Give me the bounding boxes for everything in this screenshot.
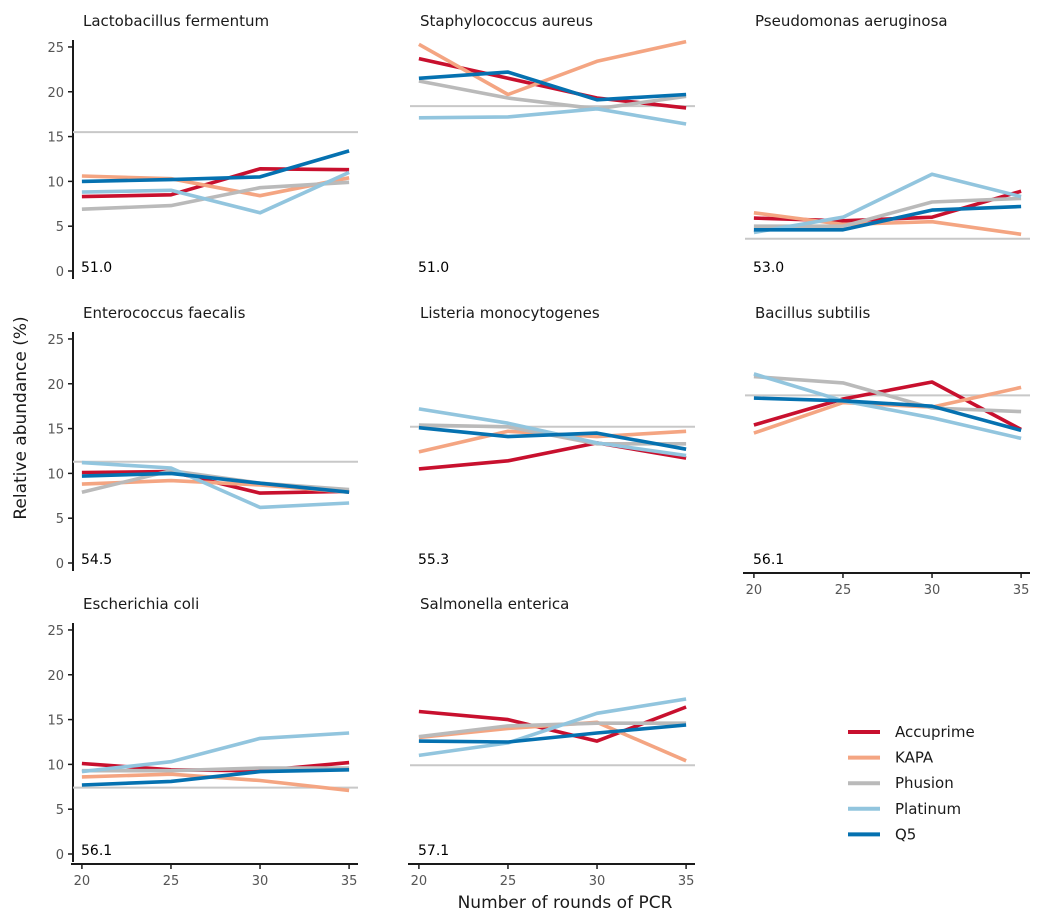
panel-7-series-q5	[81, 768, 350, 787]
panel-7-y-tick-label: 0	[56, 848, 64, 863]
panel-7-escherichia-coli: Escherichia coli 0 5 10 15 20 25 20 25 30 35 56.1	[47, 595, 358, 889]
panel-7-x-tick-label: 25	[163, 874, 180, 889]
panel-8-x-tick-label: 20	[411, 874, 428, 889]
panel-4-title: Enterococcus faecalis	[83, 304, 246, 322]
panel-4-series-q5	[81, 471, 350, 494]
panel-4-y-tick-label: 15	[47, 423, 64, 438]
panel-2-series-q5	[418, 70, 687, 102]
panel-6-series-phusion	[753, 374, 1022, 414]
legend-label-q5: Q5	[895, 825, 916, 843]
panel-2-series-platinum	[418, 107, 687, 126]
panel-8-x-tick-label: 30	[589, 874, 606, 889]
panel-7-series-phusion	[81, 766, 350, 773]
panel-1-lactobacillus-fermentum: Lactobacillus fermentum 0 5 10 15 20 25 51.0	[47, 12, 358, 280]
panel-1-title: Lactobacillus fermentum	[83, 12, 269, 30]
panel-1-gc-label: 51.0	[81, 260, 112, 276]
panel-3-pseudomonas-aeruginosa: Pseudomonas aeruginosa 53.0	[745, 12, 1030, 276]
panel-5-gc-label: 55.3	[418, 552, 449, 568]
panel-7-y-tick-label: 20	[47, 669, 64, 684]
panel-3-series-q5	[753, 204, 1022, 232]
panel-5-listeria-monocytogenes: Listeria monocytogenes 55.3	[410, 304, 695, 568]
panel-1-y-tick-label: 0	[56, 265, 64, 280]
legend-label-platinum: Platinum	[895, 800, 961, 818]
panel-3-series-platinum	[753, 172, 1022, 235]
panel-4-y-tick-label: 25	[47, 333, 64, 348]
panel-2-title: Staphylococcus aureus	[420, 12, 593, 30]
panel-1-series-q5	[81, 149, 350, 184]
panel-4-y-tick-label: 0	[56, 557, 64, 572]
panel-8-x-tick-label: 25	[500, 874, 517, 889]
panel-3-title: Pseudomonas aeruginosa	[755, 12, 948, 30]
panel-2-gc-label: 51.0	[418, 260, 449, 276]
panel-1-y-tick-label: 5	[56, 220, 64, 235]
panel-4-y-tick-label: 20	[47, 378, 64, 393]
panel-6-series-accuprime	[753, 380, 1022, 432]
chart-panels: Lactobacillus fermentum051015202551.0Sta…	[47, 12, 1030, 889]
panel-7-x-tick-label: 20	[74, 874, 91, 889]
panel-1-y-tick-label: 20	[47, 86, 64, 101]
panel-8-gc-label: 57.1	[418, 843, 449, 859]
y-axis-label: Relative abundance (%)	[11, 316, 31, 519]
panel-6-x-tick-label: 20	[746, 583, 763, 598]
panel-6-series-platinum	[753, 372, 1022, 441]
panel-6-series-q5	[753, 396, 1022, 433]
panel-8-title: Salmonella enterica	[420, 595, 569, 613]
panel-7-y-tick-label: 10	[47, 758, 64, 773]
panel-5-title: Listeria monocytogenes	[420, 304, 600, 322]
panel-2-series-phusion	[418, 79, 687, 111]
panel-7-x-tick-label: 35	[341, 874, 358, 889]
panel-4-series-platinum	[81, 460, 350, 510]
panel-5-series-accuprime	[418, 441, 687, 471]
panel-6-title: Bacillus subtilis	[755, 304, 871, 322]
panel-4-enterococcus-faecalis: Enterococcus faecalis 0 5 10 15 20 25 54.5	[47, 304, 358, 572]
legend-label-phusion: Phusion	[895, 774, 954, 792]
panel-4-y-tick-label: 10	[47, 467, 64, 482]
panel-8-series-platinum	[418, 697, 687, 758]
panel-3-series-kapa	[753, 211, 1022, 237]
panel-2-staphylococcus-aureus: Staphylococcus aureus 51.0	[410, 12, 695, 276]
panel-7-gc-label: 56.1	[81, 843, 112, 859]
panel-5-series-q5	[418, 425, 687, 451]
panel-6-x-tick-label: 35	[1013, 583, 1030, 598]
panel-6-gc-label: 56.1	[753, 552, 784, 568]
panel-8-series-phusion	[418, 721, 687, 739]
panel-1-series-accuprime	[81, 167, 350, 199]
panel-7-title: Escherichia coli	[83, 595, 199, 613]
panel-2-series-kapa	[418, 39, 687, 97]
panel-4-y-tick-label: 5	[56, 512, 64, 527]
panel-8-x-tick-label: 35	[678, 874, 695, 889]
panel-6-bacillus-subtilis: Bacillus subtilis 20 25 30 35 56.1	[743, 304, 1030, 598]
panel-1-y-tick-label: 10	[47, 175, 64, 190]
panel-7-y-tick-label: 15	[47, 714, 64, 729]
panel-7-y-tick-label: 5	[56, 803, 64, 818]
panel-7-y-tick-label: 25	[47, 624, 64, 639]
panel-7-series-platinum	[81, 731, 350, 774]
panel-1-y-tick-label: 25	[47, 41, 64, 56]
panel-6-x-tick-label: 25	[835, 583, 852, 598]
panel-7-x-tick-label: 30	[252, 874, 269, 889]
panel-4-gc-label: 54.5	[81, 552, 112, 568]
legend: Accuprime KAPA Phusion Platinum Q5	[848, 723, 975, 843]
panel-6-x-tick-label: 30	[924, 583, 941, 598]
panel-1-series-phusion	[81, 180, 350, 211]
panel-8-series-q5	[418, 723, 687, 744]
panel-3-gc-label: 53.0	[753, 260, 784, 276]
panel-8-salmonella-enterica: Salmonella enterica 20 25 30 35 57.1	[408, 595, 695, 889]
legend-label-kapa: KAPA	[895, 749, 934, 767]
panel-1-y-tick-label: 15	[47, 131, 64, 146]
x-axis-label: Number of rounds of PCR	[458, 893, 673, 913]
legend-label-accuprime: Accuprime	[895, 723, 975, 741]
panel-1-series-platinum	[81, 170, 350, 215]
